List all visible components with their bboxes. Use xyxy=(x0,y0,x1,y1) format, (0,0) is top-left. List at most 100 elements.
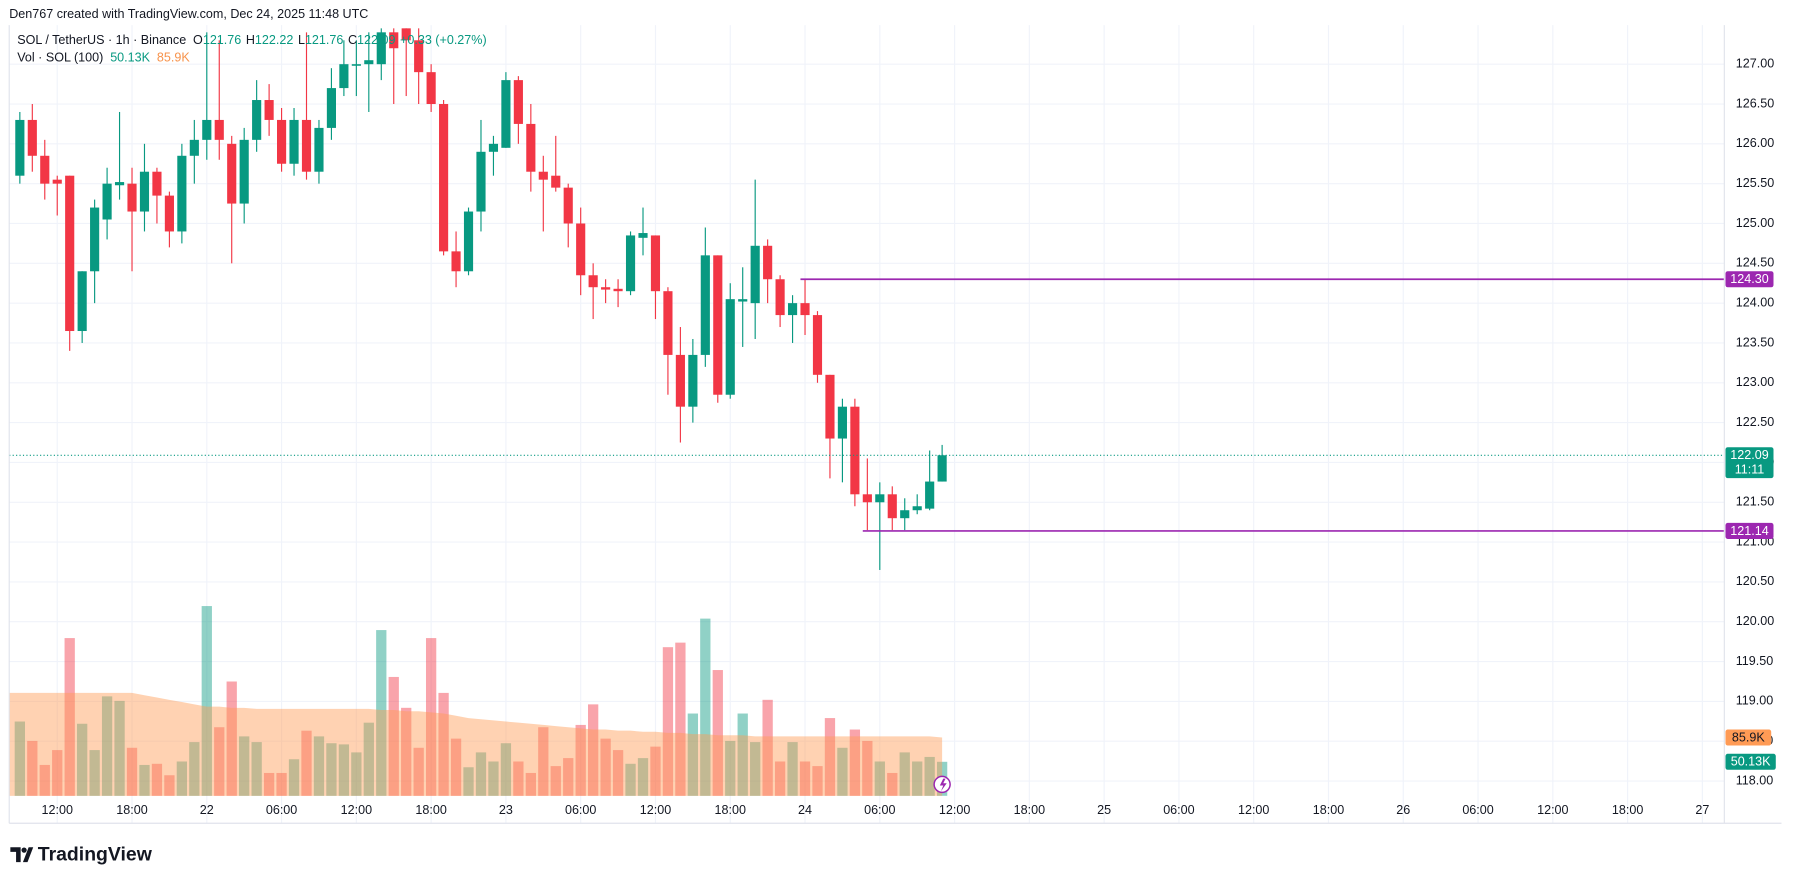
volume-box xyxy=(1725,753,1776,770)
candle-body xyxy=(526,123,536,172)
change: +0.33 (+0.27%) xyxy=(400,33,487,47)
volume-bar xyxy=(27,740,38,796)
candle-body xyxy=(301,119,312,172)
volume-bar xyxy=(500,743,512,796)
volume-bar xyxy=(812,766,823,796)
volume-bar xyxy=(39,764,50,796)
ohlc-label: L xyxy=(298,33,305,47)
x-tick-label: 06:00 xyxy=(565,803,596,817)
realtime-bolt xyxy=(939,778,947,792)
x-tick-label: 18:00 xyxy=(715,803,746,817)
legend-volume: Vol · SOL (100) 50.13K 85.9K xyxy=(17,51,190,65)
volume-bar xyxy=(750,742,761,796)
volume-bar xyxy=(824,718,836,796)
volume-bar xyxy=(725,740,736,796)
candle-body xyxy=(538,171,548,180)
x-tick-label: 06:00 xyxy=(864,803,895,817)
candle-body xyxy=(787,303,798,316)
x-tick-label: 26 xyxy=(1396,803,1410,817)
volume-bar xyxy=(887,772,898,796)
volume-bar xyxy=(563,758,574,796)
volume-bar xyxy=(575,724,586,796)
candle-body xyxy=(15,119,25,176)
volume-bar xyxy=(662,647,674,796)
x-tick-label: 12:00 xyxy=(1238,803,1269,817)
volume-bar xyxy=(313,736,325,796)
volume-bar xyxy=(538,727,549,796)
brand-name: TradingView xyxy=(38,843,153,865)
candle-body xyxy=(650,235,661,292)
y-tick-label: 118.00 xyxy=(1736,773,1774,787)
volume-bar xyxy=(139,764,150,796)
candle-body xyxy=(613,288,623,292)
volume-bar xyxy=(924,756,935,796)
candle-body xyxy=(713,255,723,395)
ohlc-label: C xyxy=(348,33,357,47)
candle-body xyxy=(127,183,137,212)
candle-body xyxy=(202,119,212,140)
volume-bar xyxy=(774,761,786,796)
volume-bar xyxy=(799,761,811,796)
candle-body xyxy=(189,139,199,156)
volume-bar xyxy=(600,738,611,796)
candle-body xyxy=(27,119,37,156)
volume-bar xyxy=(849,729,861,796)
candle-body xyxy=(264,100,274,120)
volume-bar xyxy=(700,618,711,796)
candle-body xyxy=(625,235,636,292)
candle-body xyxy=(389,32,399,49)
logo-dot xyxy=(21,847,27,853)
ohlc-label: H xyxy=(246,33,255,47)
candle-body xyxy=(501,80,511,148)
volume-ma-box xyxy=(1725,729,1772,746)
brand-logo: TradingView xyxy=(10,843,153,865)
candle-body xyxy=(812,315,823,375)
candle-body xyxy=(90,207,100,272)
candle-body xyxy=(239,139,249,204)
volume-bar xyxy=(463,767,474,796)
x-tick-label: 25 xyxy=(1097,803,1111,817)
candle-body xyxy=(139,171,150,212)
volume-bar xyxy=(687,713,699,796)
candle-body xyxy=(563,187,573,224)
y-tick-label: 124.50 xyxy=(1736,256,1774,270)
candle-body xyxy=(164,195,174,232)
y-tick-label: 122.50 xyxy=(1736,415,1774,429)
x-tick-label: 06:00 xyxy=(1462,803,1493,817)
x-tick-label: 18:00 xyxy=(1014,803,1045,817)
x-tick-label: 12:00 xyxy=(341,803,372,817)
x-tick-label: 12:00 xyxy=(1537,803,1568,817)
volume-bar xyxy=(737,713,748,796)
y-tick-label: 126.00 xyxy=(1736,136,1774,150)
x-tick-label: 12:00 xyxy=(42,803,73,817)
ohlc-value: 121.76 xyxy=(203,33,241,47)
candle-body xyxy=(376,32,386,65)
candle-body xyxy=(675,354,685,407)
volume-bar xyxy=(263,772,275,796)
volume-bar xyxy=(588,704,599,796)
candle-body xyxy=(862,494,872,503)
y-tick-label: 119.00 xyxy=(1736,694,1774,708)
candle-body xyxy=(52,179,62,184)
y-tick-label: 121.50 xyxy=(1736,495,1774,509)
candle-body xyxy=(426,72,436,105)
volume-bar xyxy=(363,722,374,796)
candle-body xyxy=(800,303,810,316)
volume-bar xyxy=(874,761,885,796)
candle-body xyxy=(177,155,187,232)
volume-bar xyxy=(101,696,113,796)
volume-bar xyxy=(650,746,661,796)
level-label: 121.14 xyxy=(1730,524,1768,538)
x-tick-label: 22 xyxy=(200,803,214,817)
volume-bar xyxy=(762,699,773,796)
volume-bar xyxy=(301,730,312,796)
volume-bar xyxy=(625,763,636,796)
volume-bar xyxy=(550,766,561,796)
volume-bar xyxy=(77,723,88,796)
volume-bar xyxy=(52,750,63,796)
candle-body xyxy=(102,183,112,220)
volume-bar xyxy=(612,750,624,796)
ohlc-label: O xyxy=(193,33,203,47)
level-label: 124.30 xyxy=(1730,272,1768,286)
volume-bar xyxy=(513,761,524,796)
